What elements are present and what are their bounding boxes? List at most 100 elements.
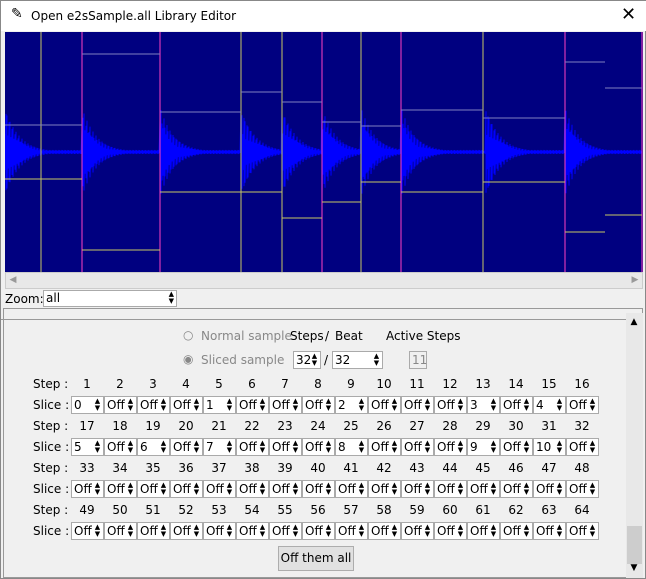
slice-spinbox[interactable]: Off ▲ ▼ xyxy=(170,522,203,540)
spin-arrows-icon[interactable]: ▲ ▼ xyxy=(193,481,200,496)
slice-spinbox[interactable]: Off ▲ ▼ xyxy=(71,522,104,540)
slice-spinbox[interactable]: Off ▲ ▼ xyxy=(302,480,335,498)
slice-spinbox[interactable]: Off ▲ ▼ xyxy=(104,522,137,540)
slice-spinbox[interactable]: 3 ▲ ▼ xyxy=(467,396,500,414)
spin-arrows-icon[interactable]: ▲ ▼ xyxy=(556,481,563,496)
spin-arrows-icon[interactable]: ▲ ▼ xyxy=(193,439,200,454)
slice-spinbox[interactable]: Off ▲ ▼ xyxy=(434,480,467,498)
spin-arrows-icon[interactable]: ▲ ▼ xyxy=(168,290,174,305)
slice-spinbox[interactable]: Off ▲ ▼ xyxy=(401,438,434,456)
spin-arrows-icon[interactable]: ▲ ▼ xyxy=(292,481,299,496)
spin-arrows-icon[interactable]: ▲ ▼ xyxy=(424,523,431,538)
scroll-thumb[interactable] xyxy=(627,526,642,564)
spin-arrows-icon[interactable]: ▲ ▼ xyxy=(490,439,497,454)
spin-arrows-icon[interactable]: ▲ ▼ xyxy=(127,481,134,496)
scroll-right-icon[interactable]: ▶ xyxy=(631,275,639,285)
slice-spinbox[interactable]: Off ▲ ▼ xyxy=(434,396,467,414)
slice-spinbox[interactable]: Off ▲ ▼ xyxy=(434,522,467,540)
spin-arrows-icon[interactable]: ▲ ▼ xyxy=(160,397,167,412)
spin-arrows-icon[interactable]: ▲ ▼ xyxy=(523,397,530,412)
spin-arrows-icon[interactable]: ▲ ▼ xyxy=(391,481,398,496)
slice-spinbox[interactable]: Off ▲ ▼ xyxy=(104,438,137,456)
spin-arrows-icon[interactable]: ▲ ▼ xyxy=(391,397,398,412)
spin-arrows-icon[interactable]: ▲ ▼ xyxy=(589,523,596,538)
slice-spinbox[interactable]: Off ▲ ▼ xyxy=(335,480,368,498)
slice-spinbox[interactable]: 5 ▲ ▼ xyxy=(71,438,104,456)
spin-arrows-icon[interactable]: ▲ ▼ xyxy=(94,439,101,454)
slice-spinbox[interactable]: Off ▲ ▼ xyxy=(236,438,269,456)
slice-spinbox[interactable]: Off ▲ ▼ xyxy=(434,438,467,456)
spin-arrows-icon[interactable]: ▲ ▼ xyxy=(94,523,101,538)
spin-arrows-icon[interactable]: ▲ ▼ xyxy=(391,523,398,538)
slice-spinbox[interactable]: Off ▲ ▼ xyxy=(71,480,104,498)
spin-arrows-icon[interactable]: ▲ ▼ xyxy=(373,352,380,367)
slice-spinbox[interactable]: Off ▲ ▼ xyxy=(137,522,170,540)
spin-arrows-icon[interactable]: ▲ ▼ xyxy=(325,439,332,454)
slice-spinbox[interactable]: Off ▲ ▼ xyxy=(170,396,203,414)
spin-arrows-icon[interactable]: ▲ ▼ xyxy=(457,439,464,454)
slice-spinbox[interactable]: Off ▲ ▼ xyxy=(566,522,599,540)
vertical-scrollbar[interactable]: ▲ ▼ xyxy=(626,313,643,578)
spin-arrows-icon[interactable]: ▲ ▼ xyxy=(127,523,134,538)
slice-spinbox[interactable]: Off ▲ ▼ xyxy=(104,396,137,414)
slice-spinbox[interactable]: Off ▲ ▼ xyxy=(269,480,302,498)
slice-spinbox[interactable]: Off ▲ ▼ xyxy=(533,480,566,498)
steps-spinbox[interactable]: 32 ▲ ▼ xyxy=(293,351,321,369)
spin-arrows-icon[interactable]: ▲ ▼ xyxy=(226,523,233,538)
slice-spinbox[interactable]: Off ▲ ▼ xyxy=(566,480,599,498)
slice-spinbox[interactable]: Off ▲ ▼ xyxy=(566,396,599,414)
slice-spinbox[interactable]: Off ▲ ▼ xyxy=(203,522,236,540)
spin-arrows-icon[interactable]: ▲ ▼ xyxy=(193,523,200,538)
spin-arrows-icon[interactable]: ▲ ▼ xyxy=(259,523,266,538)
slice-spinbox[interactable]: Off ▲ ▼ xyxy=(566,438,599,456)
slice-spinbox[interactable]: Off ▲ ▼ xyxy=(368,396,401,414)
slice-spinbox[interactable]: Off ▲ ▼ xyxy=(203,480,236,498)
spin-arrows-icon[interactable]: ▲ ▼ xyxy=(358,523,365,538)
slice-spinbox[interactable]: Off ▲ ▼ xyxy=(104,480,137,498)
slice-spinbox[interactable]: Off ▲ ▼ xyxy=(269,438,302,456)
slice-spinbox[interactable]: Off ▲ ▼ xyxy=(500,480,533,498)
spin-arrows-icon[interactable]: ▲ ▼ xyxy=(226,439,233,454)
slice-spinbox[interactable]: Off ▲ ▼ xyxy=(170,480,203,498)
slice-spinbox[interactable]: Off ▲ ▼ xyxy=(368,480,401,498)
spin-arrows-icon[interactable]: ▲ ▼ xyxy=(325,397,332,412)
spin-arrows-icon[interactable]: ▲ ▼ xyxy=(490,397,497,412)
normal-radio[interactable]: ○ xyxy=(183,328,194,342)
slice-spinbox[interactable]: Off ▲ ▼ xyxy=(500,396,533,414)
spin-arrows-icon[interactable]: ▲ ▼ xyxy=(325,481,332,496)
slice-spinbox[interactable]: Off ▲ ▼ xyxy=(302,438,335,456)
slice-spinbox[interactable]: 10 ▲ ▼ xyxy=(533,438,566,456)
spin-arrows-icon[interactable]: ▲ ▼ xyxy=(556,523,563,538)
slice-spinbox[interactable]: Off ▲ ▼ xyxy=(500,438,533,456)
spin-arrows-icon[interactable]: ▲ ▼ xyxy=(424,439,431,454)
spin-arrows-icon[interactable]: ▲ ▼ xyxy=(358,439,365,454)
slice-spinbox[interactable]: Off ▲ ▼ xyxy=(236,396,269,414)
spin-arrows-icon[interactable]: ▲ ▼ xyxy=(127,397,134,412)
slice-spinbox[interactable]: 7 ▲ ▼ xyxy=(203,438,236,456)
close-icon[interactable]: ✕ xyxy=(621,4,637,25)
slice-spinbox[interactable]: Off ▲ ▼ xyxy=(170,438,203,456)
spin-arrows-icon[interactable]: ▲ ▼ xyxy=(424,397,431,412)
spin-arrows-icon[interactable]: ▲ ▼ xyxy=(292,397,299,412)
slice-spinbox[interactable]: 8 ▲ ▼ xyxy=(335,438,368,456)
slice-spinbox[interactable]: 2 ▲ ▼ xyxy=(335,396,368,414)
spin-arrows-icon[interactable]: ▲ ▼ xyxy=(589,481,596,496)
spin-arrows-icon[interactable]: ▲ ▼ xyxy=(523,481,530,496)
spin-arrows-icon[interactable]: ▲ ▼ xyxy=(160,481,167,496)
zoom-spinbox[interactable]: all ▲ ▼ xyxy=(43,290,177,307)
slice-spinbox[interactable]: Off ▲ ▼ xyxy=(269,396,302,414)
off-them-all-button[interactable]: Off them all xyxy=(278,546,354,571)
spin-arrows-icon[interactable]: ▲ ▼ xyxy=(127,439,134,454)
spin-arrows-icon[interactable]: ▲ ▼ xyxy=(358,397,365,412)
spin-arrows-icon[interactable]: ▲ ▼ xyxy=(391,439,398,454)
spin-arrows-icon[interactable]: ▲ ▼ xyxy=(193,397,200,412)
slice-spinbox[interactable]: Off ▲ ▼ xyxy=(236,522,269,540)
slice-spinbox[interactable]: Off ▲ ▼ xyxy=(533,522,566,540)
slice-spinbox[interactable]: 6 ▲ ▼ xyxy=(137,438,170,456)
slice-spinbox[interactable]: Off ▲ ▼ xyxy=(335,522,368,540)
spin-arrows-icon[interactable]: ▲ ▼ xyxy=(94,397,101,412)
spin-arrows-icon[interactable]: ▲ ▼ xyxy=(259,439,266,454)
slice-spinbox[interactable]: Off ▲ ▼ xyxy=(500,522,533,540)
spin-arrows-icon[interactable]: ▲ ▼ xyxy=(226,481,233,496)
horizontal-scrollbar[interactable]: ◀ ▶ xyxy=(5,272,643,289)
